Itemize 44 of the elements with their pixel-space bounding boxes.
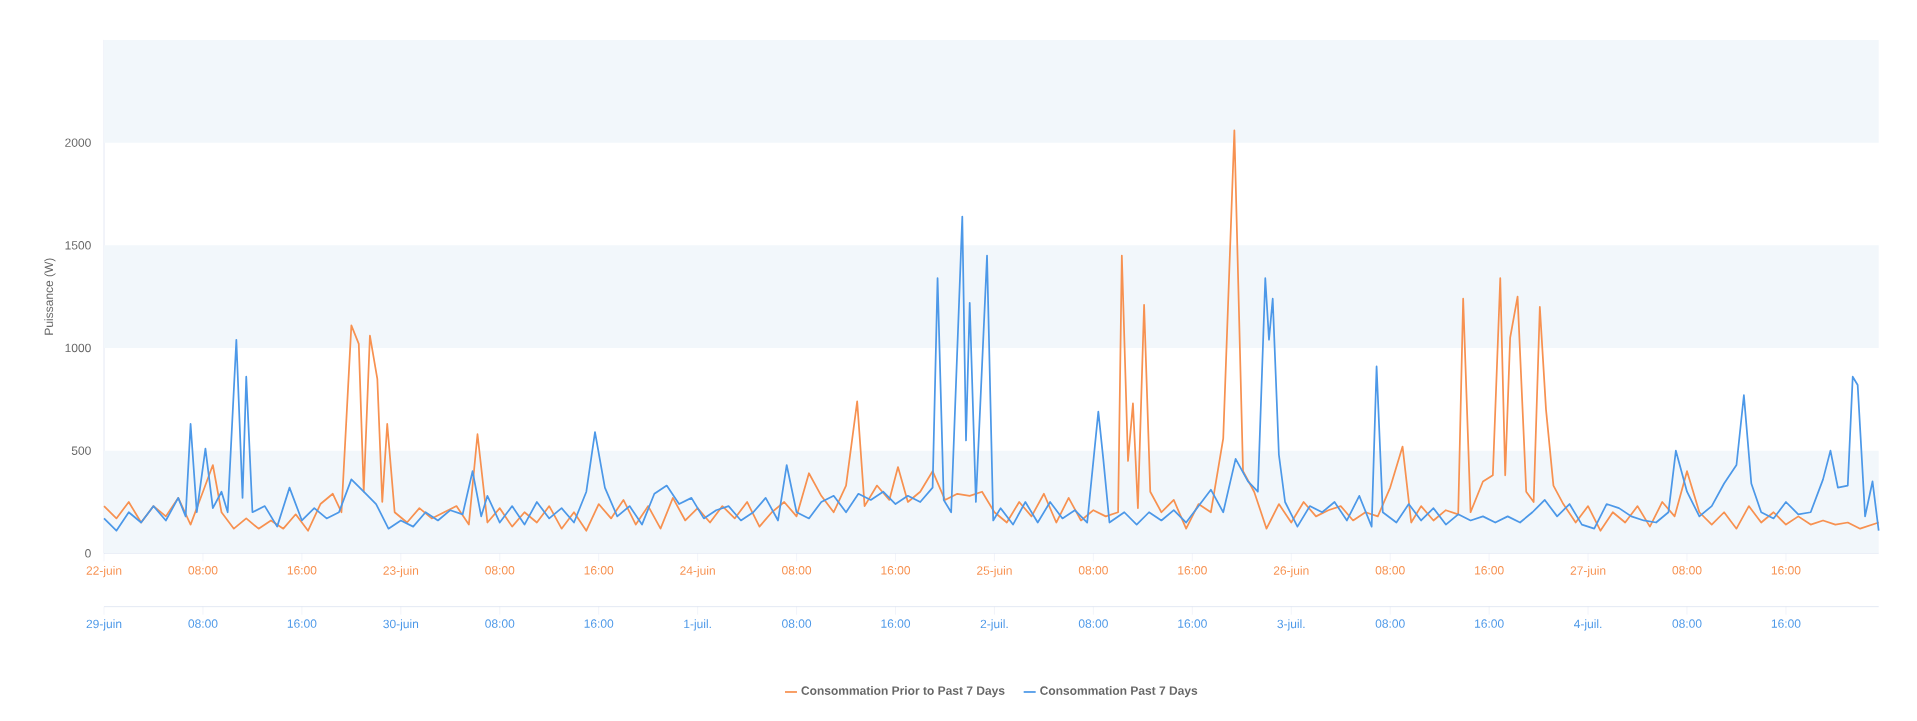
x-tick-label: 27-juin: [1570, 566, 1606, 578]
x-tick-label: 08:00: [485, 566, 515, 575]
x-tick-label: 08:00: [1078, 566, 1108, 575]
x2-tick-label: 16:00: [287, 619, 317, 628]
x-tick-label: 24-juin: [680, 566, 715, 578]
x2-tick-label: 16:00: [1178, 619, 1207, 628]
y-tick-label: 0: [85, 549, 91, 558]
x2-tick-label: 16:00: [1771, 619, 1801, 628]
x2-tick-label: 08:00: [485, 619, 515, 628]
legend-label: Consommation Prior to Past 7 Days: [801, 686, 1005, 698]
y-tick-label: 1500: [65, 241, 91, 250]
x-tick-label: 16:00: [1771, 566, 1801, 575]
x2-tick-label: 30-juin: [383, 619, 419, 631]
y-tick-label: 500: [71, 446, 91, 455]
x2-tick-label: 3-juil.: [1277, 619, 1305, 631]
x2-tick-label: 08:00: [1672, 619, 1702, 628]
x-tick-label: 16:00: [1475, 566, 1504, 575]
y-tick-label: 2000: [65, 138, 91, 147]
x-tick-label: 16:00: [287, 566, 317, 575]
x2-tick-label: 29-juin: [86, 619, 122, 631]
x-tick-label: 26-juin: [1273, 566, 1309, 578]
x-tick-label: 16:00: [881, 566, 911, 575]
x2-tick-label: 1-juil.: [684, 619, 711, 631]
x-tick-label: 23-juin: [383, 566, 419, 578]
x-tick-label: 16:00: [584, 566, 614, 575]
x2-tick-label: 08:00: [782, 619, 812, 628]
legend-label: Consommation Past 7 Days: [1040, 686, 1198, 698]
x2-tick-label: 08:00: [1375, 619, 1405, 628]
x2-tick-label: 08:00: [188, 619, 218, 628]
y-axis-title: Puissance (W): [44, 258, 56, 335]
x2-tick-label: 4-juil.: [1574, 619, 1602, 631]
x-tick-label: 16:00: [1178, 566, 1207, 575]
x2-tick-label: 16:00: [584, 619, 614, 628]
x2-tick-label: 08:00: [1078, 619, 1108, 628]
x2-tick-label: 16:00: [1475, 619, 1504, 628]
x-tick-label: 25-juin: [977, 566, 1012, 578]
x-tick-label: 08:00: [1375, 566, 1405, 575]
x2-tick-label: 2-juil.: [980, 619, 1008, 631]
y-tick-label: 1000: [65, 343, 91, 353]
x2-tick-label: 16:00: [881, 619, 911, 628]
x-tick-label: 08:00: [188, 566, 218, 575]
x-tick-label: 08:00: [1672, 566, 1702, 575]
x-tick-label: 22-juin: [86, 566, 122, 578]
x-tick-label: 08:00: [782, 566, 812, 575]
